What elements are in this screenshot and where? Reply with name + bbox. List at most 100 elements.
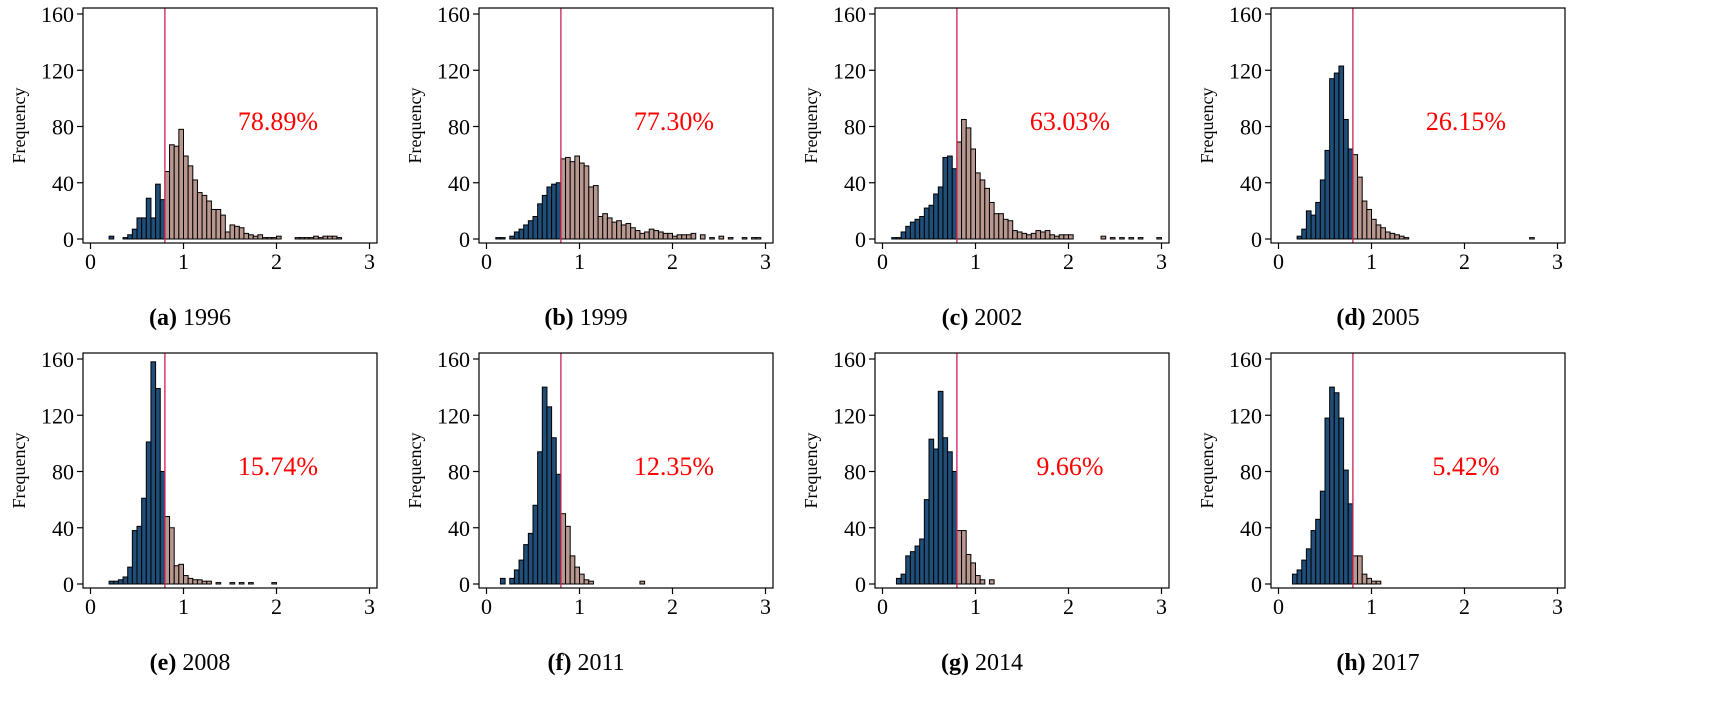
y-tick-label: 80 <box>52 115 74 140</box>
histogram-bar <box>1380 227 1386 240</box>
histogram-bar <box>224 231 231 240</box>
y-tick-label: 0 <box>63 227 74 252</box>
histogram-bar <box>937 390 944 585</box>
histogram-bar <box>173 145 180 240</box>
y-tick-label: 160 <box>437 347 470 372</box>
panel-caption: (a) 1996 <box>149 305 231 331</box>
histogram-bar <box>951 168 958 240</box>
histogram-bar <box>639 232 646 240</box>
y-tick-label: 40 <box>1240 171 1262 196</box>
histogram-bar <box>131 530 138 585</box>
histogram-bar <box>961 118 967 240</box>
histogram-bar <box>905 225 911 240</box>
histogram-bar <box>667 232 673 240</box>
panel-caption-letter: (b) <box>544 305 573 331</box>
histogram-bar <box>975 172 981 240</box>
histogram-bar <box>579 573 585 585</box>
histogram-bar <box>1366 208 1372 240</box>
histogram-bar <box>1347 503 1354 585</box>
histogram-bar <box>900 573 907 585</box>
histogram-bar <box>1375 224 1382 240</box>
histogram-bar <box>1352 154 1359 240</box>
histogram-bar <box>317 237 324 240</box>
histogram-bar <box>229 224 236 240</box>
panel-caption-year: 2011 <box>571 650 624 676</box>
histogram-panel: 0 40 80 120 160 0 1 2 3 Frequency 9.66% (g) 2014 <box>801 347 1170 676</box>
histogram-bar <box>914 545 921 585</box>
histogram-bar <box>616 220 622 240</box>
histogram-bar <box>532 504 539 585</box>
histogram-bar <box>979 579 986 585</box>
histogram-bar <box>327 235 333 240</box>
histogram-bar <box>975 575 981 585</box>
x-tick-label: 2 <box>271 249 282 274</box>
histogram-bar <box>173 565 180 585</box>
histogram-bar <box>555 473 562 585</box>
histogram-bar <box>1026 234 1032 240</box>
histogram-bar <box>1012 230 1018 240</box>
histogram-bar <box>574 155 580 240</box>
histogram-bar <box>1324 417 1331 585</box>
y-tick-label: 40 <box>844 516 866 541</box>
histogram-bar <box>1035 230 1042 240</box>
x-tick-label: 3 <box>760 594 771 619</box>
panel-caption-year: 2002 <box>968 305 1022 331</box>
share-annotation: 77.30% <box>634 107 714 136</box>
histogram-bar <box>509 577 515 585</box>
histogram-bar <box>905 555 911 585</box>
histogram-bar <box>998 213 1004 240</box>
histogram-panel: 0 40 80 120 160 0 1 2 3 Frequency 63.03% (c) 2002 <box>801 2 1170 331</box>
histogram-bar <box>537 203 543 240</box>
histogram-bar <box>1329 78 1335 240</box>
histogram-bar <box>322 235 329 240</box>
histogram-bar <box>196 192 203 240</box>
histogram-bar <box>933 193 939 240</box>
histogram-bar <box>1296 569 1303 585</box>
y-tick-label: 80 <box>844 115 866 140</box>
x-tick-label: 0 <box>481 249 492 274</box>
histogram-bar <box>313 235 319 240</box>
histogram-bar <box>1305 548 1312 585</box>
histogram-bar <box>1291 573 1298 585</box>
histogram-bar <box>909 551 916 585</box>
histogram-bar <box>238 227 245 240</box>
y-tick-label: 80 <box>844 460 866 485</box>
histogram-bar <box>951 471 958 585</box>
histogram-bar <box>583 165 590 240</box>
panel-caption-letter: (g) <box>941 650 969 676</box>
histogram-bar <box>187 165 194 240</box>
histogram-bar <box>1319 179 1326 240</box>
x-tick-label: 3 <box>1552 594 1563 619</box>
histogram-bar <box>923 207 930 240</box>
plot-frame <box>1270 7 1566 244</box>
histogram-bar <box>1398 235 1405 240</box>
y-axis-label: Frequency <box>801 433 821 509</box>
panel-caption-year: 2005 <box>1366 305 1420 331</box>
panel-caption-year: 1999 <box>574 305 628 331</box>
x-tick-label: 1 <box>574 249 585 274</box>
histogram-bar <box>1016 231 1023 240</box>
panel-caption: (b) 1999 <box>544 305 627 331</box>
panel-caption-letter: (e) <box>150 650 177 676</box>
histogram-bar <box>597 216 604 240</box>
histogram-bar <box>1347 148 1354 240</box>
histogram-bar <box>164 171 171 240</box>
histogram-bar <box>1338 417 1345 585</box>
histogram-bar <box>891 237 897 240</box>
histogram-bar <box>662 232 669 240</box>
plot-frame <box>1270 352 1566 589</box>
histogram-bar <box>1058 234 1065 240</box>
histogram-bar <box>565 525 571 585</box>
histogram-bar <box>127 234 133 240</box>
y-tick-label: 0 <box>855 572 866 597</box>
y-tick-label: 80 <box>448 460 470 485</box>
histogram-bar <box>192 579 198 585</box>
histogram-bar <box>238 582 245 585</box>
histogram-bar <box>127 566 133 585</box>
x-tick-label: 1 <box>574 594 585 619</box>
histogram-bar <box>741 237 748 240</box>
histogram-bar <box>248 234 254 240</box>
y-tick-label: 40 <box>52 171 74 196</box>
panel-caption: (d) 2005 <box>1336 305 1419 331</box>
histogram-bar <box>755 237 762 240</box>
